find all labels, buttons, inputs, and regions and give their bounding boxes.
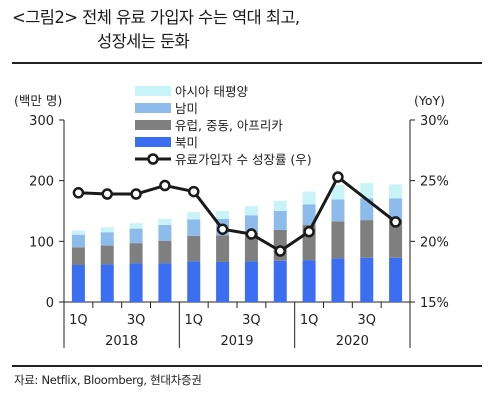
bar-segment-emea xyxy=(71,247,85,265)
y-tick-label-right: 25% xyxy=(420,175,449,190)
growth-line-point xyxy=(101,188,113,200)
bar-segment-latam xyxy=(244,215,258,233)
bar-segment-latam xyxy=(187,219,201,236)
bar-segment-latam xyxy=(100,232,114,246)
bar-segment-na xyxy=(129,263,143,302)
y-tick-label-left: 100 xyxy=(29,235,54,250)
bar-segment-latam xyxy=(129,228,143,244)
growth-line-point xyxy=(159,179,171,192)
growth-line xyxy=(78,174,397,253)
legend-label-asia: 아시아 태평양 xyxy=(175,84,248,99)
bar-segment-emea xyxy=(216,235,230,262)
bar-segment-na xyxy=(158,263,172,302)
growth-line-point xyxy=(332,171,344,183)
legend-swatch-latam xyxy=(135,103,171,113)
legend-swatch-na xyxy=(135,137,171,147)
growth-line-layer xyxy=(72,171,402,257)
bar-segment-asia xyxy=(273,200,287,211)
legend-label-na: 북미 xyxy=(175,135,198,150)
x-tick-label: 3Q xyxy=(242,313,261,328)
y-axis-label-right: (YoY) xyxy=(414,93,445,108)
bar-segment-asia xyxy=(244,206,258,216)
x-year-label: 2019 xyxy=(220,334,253,349)
bar-segment-asia xyxy=(302,191,316,205)
figure-title-line2: 성장세는 둔화 xyxy=(97,32,190,51)
top-rule xyxy=(12,62,482,64)
growth-line-point xyxy=(216,223,229,235)
legend-swatch-emea xyxy=(135,120,171,130)
bar-segment-latam xyxy=(389,198,403,220)
growth-line-point xyxy=(130,188,142,200)
bar-segment-emea xyxy=(360,220,374,258)
y-tick-label-right: 20% xyxy=(420,235,449,250)
bar-segment-na xyxy=(187,261,201,302)
x-tick-label: 1Q xyxy=(69,313,88,328)
bar-segment-asia xyxy=(360,183,374,199)
bar-segment-latam xyxy=(302,204,316,225)
x-tick-label: 3Q xyxy=(357,313,376,328)
bottom-rule xyxy=(12,365,482,367)
legend-label-growth: 유료가입자 수 성장률 (우) xyxy=(175,152,312,167)
growth-line-point xyxy=(72,187,85,199)
x-tick-label: 3Q xyxy=(127,313,146,328)
x-tick-label: 1Q xyxy=(300,313,319,328)
bar-segment-na xyxy=(331,258,345,302)
figure-title: <그림2> 전체 유료 가입자 수는 역대 최고, 성장세는 둔화 xyxy=(12,6,300,54)
bar-segment-asia xyxy=(331,184,345,200)
legend-label-latam: 남미 xyxy=(175,101,198,116)
bar-segment-emea xyxy=(187,235,201,262)
growth-line-point xyxy=(389,216,402,228)
y-tick-label-right: 30% xyxy=(420,114,449,129)
bar-segment-latam xyxy=(273,211,287,230)
bar-segment-na xyxy=(302,260,316,302)
legend-line-marker xyxy=(147,153,159,165)
y-tick-label-left: 0 xyxy=(46,296,54,311)
growth-line-point xyxy=(245,228,258,240)
bar-segment-asia xyxy=(129,223,143,229)
bar-segment-latam xyxy=(158,224,172,241)
bar-segment-asia xyxy=(71,230,85,235)
bar-segment-na xyxy=(100,264,114,302)
bar-segment-latam xyxy=(331,199,345,222)
x-year-label: 2018 xyxy=(105,334,138,349)
bar-segment-asia xyxy=(187,212,201,220)
y-tick-label-left: 300 xyxy=(29,114,54,129)
y-axis-label-left: (백만 명) xyxy=(14,93,62,108)
bar-segment-emea xyxy=(158,240,172,264)
legend-swatch-asia xyxy=(135,86,171,96)
bar-segment-emea xyxy=(244,232,258,262)
y-tick-label-left: 200 xyxy=(29,175,54,190)
bar-segment-asia xyxy=(158,218,172,225)
growth-line-point xyxy=(303,225,315,238)
bar-segment-na xyxy=(216,261,230,302)
growth-line-point xyxy=(274,245,286,257)
axes-layer: 0 100 200 300 15% 20% 25% 30% (백만 명) (YoY) 1Q 3Q 1Q 3… xyxy=(14,93,449,349)
bar-segment-emea xyxy=(331,221,345,259)
bar-segment-latam xyxy=(71,234,85,248)
bar-segment-emea xyxy=(129,243,143,264)
growth-line-point xyxy=(188,185,200,198)
bar-segment-emea xyxy=(389,219,403,258)
x-tick-label: 1Q xyxy=(184,313,203,328)
bars-layer xyxy=(71,183,403,302)
legend-label-emea: 유럽, 중동, 아프리카 xyxy=(175,118,283,133)
bar-segment-na xyxy=(389,257,403,302)
figure-title-line1: <그림2> 전체 유료 가입자 수는 역대 최고, xyxy=(12,8,300,27)
bar-segment-asia xyxy=(100,227,114,233)
bar-segment-na xyxy=(244,261,258,302)
y-tick-label-right: 15% xyxy=(420,296,449,311)
x-year-label: 2020 xyxy=(336,334,369,349)
bar-segment-emea xyxy=(100,245,114,265)
bar-segment-asia xyxy=(389,184,403,199)
bar-segment-asia xyxy=(216,211,230,219)
source-note: 자료: Netflix, Bloomberg, 현대차증권 xyxy=(14,373,202,387)
bar-segment-na xyxy=(273,260,287,302)
bar-segment-na xyxy=(360,257,374,302)
bar-segment-na xyxy=(71,264,85,302)
